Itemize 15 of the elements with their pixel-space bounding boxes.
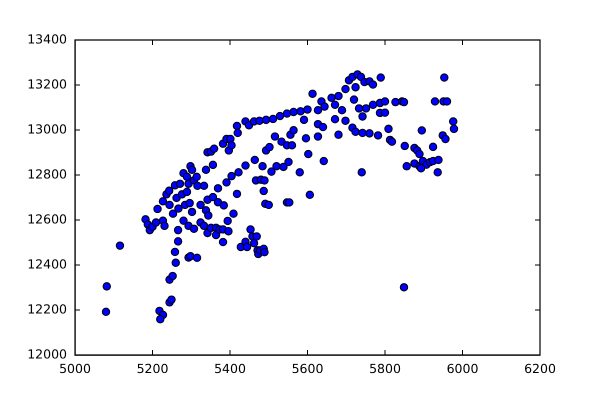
x-tick-label: 5600 <box>292 360 324 376</box>
x-tick-label: 5000 <box>59 360 91 376</box>
y-tick-label: 13200 <box>27 76 68 92</box>
x-tick-label: 6000 <box>446 360 478 376</box>
y-tick-label: 12200 <box>27 301 68 316</box>
y-tick-label: 12000 <box>27 346 68 362</box>
x-tick-label: 5200 <box>136 360 168 376</box>
x-tick-label: 5400 <box>214 360 246 376</box>
y-tick-label: 12600 <box>27 211 68 226</box>
y-tick-label: 12800 <box>27 166 68 182</box>
y-tick-label: 12400 <box>27 256 68 272</box>
x-tick-label: 6200 <box>524 360 556 376</box>
y-tick-label: 13400 <box>27 31 68 46</box>
y-tick-label: 13000 <box>27 121 68 136</box>
x-tick-label: 5800 <box>369 360 401 376</box>
